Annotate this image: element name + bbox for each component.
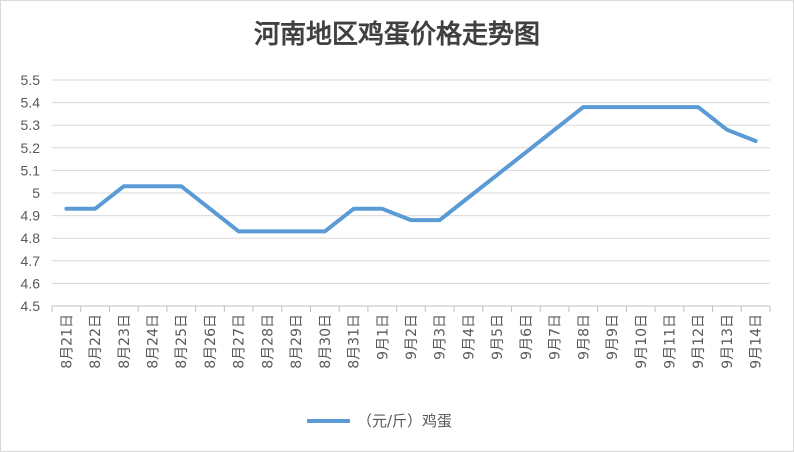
x-tick-label: 9月1日 — [375, 314, 391, 360]
y-tick-label: 5.3 — [21, 117, 41, 133]
y-tick-label: 4.5 — [21, 298, 41, 314]
y-tick-label: 4.9 — [21, 208, 41, 224]
series-lines — [64, 105, 758, 234]
x-tick-label: 8月28日 — [260, 314, 276, 369]
x-tick-label: 8月24日 — [146, 314, 162, 369]
y-tick-label: 5 — [32, 185, 40, 201]
x-tick-label: 8月30日 — [318, 314, 334, 369]
x-tick-label: 9月11日 — [662, 314, 678, 369]
x-tick-label: 9月10日 — [634, 314, 650, 369]
y-axis-tick-labels: 4.5 4.6 4.7 4.8 4.9 5 5.1 5.2 5.3 5.4 5.5 — [21, 72, 41, 314]
x-tick-label: 9月4日 — [461, 314, 477, 360]
x-tick-label: 9月2日 — [404, 314, 420, 360]
y-tick-label: 5.5 — [21, 72, 41, 88]
x-tick-label: 9月3日 — [433, 314, 449, 360]
series-line — [64, 105, 758, 234]
x-tick-label: 9月6日 — [519, 314, 535, 360]
y-tick-label: 4.8 — [21, 230, 41, 246]
y-tick-label: 5.4 — [21, 95, 41, 111]
x-tick-label: 8月27日 — [232, 314, 248, 369]
gridlines — [52, 79, 770, 284]
x-tick-label: 8月26日 — [203, 314, 219, 369]
x-tick-label: 9月12日 — [691, 314, 707, 369]
x-axis-tick-labels: 8月21日 8月22日 8月23日 8月24日 8月25日 8月26日 8月27日 8月28日… — [59, 314, 764, 369]
x-tick-label: 9月9日 — [605, 314, 621, 360]
x-tick-label: 8月31日 — [347, 314, 363, 369]
x-tick-label: 9月5日 — [490, 314, 506, 360]
chart-title: 河南地区鸡蛋价格走势图 — [253, 20, 540, 50]
x-tick-label: 8月25日 — [174, 314, 190, 369]
x-tick-label: 9月13日 — [720, 314, 736, 369]
legend-label: （元/斤）鸡蛋 — [357, 412, 452, 430]
x-axis — [51, 305, 771, 312]
y-tick-label: 4.7 — [21, 253, 41, 269]
y-tick-label: 5.2 — [21, 140, 41, 156]
x-tick-label: 9月14日 — [749, 314, 765, 369]
x-tick-label: 8月21日 — [59, 314, 75, 369]
legend: （元/斤）鸡蛋 — [307, 412, 452, 430]
y-tick-label: 5.1 — [21, 162, 41, 178]
x-tick-label: 8月22日 — [88, 314, 104, 369]
x-tick-label: 9月7日 — [548, 314, 564, 360]
x-tick-label: 8月23日 — [117, 314, 133, 369]
y-tick-label: 4.6 — [21, 275, 41, 291]
x-tick-label: 8月29日 — [289, 314, 305, 369]
x-tick-label: 9月8日 — [576, 314, 592, 360]
